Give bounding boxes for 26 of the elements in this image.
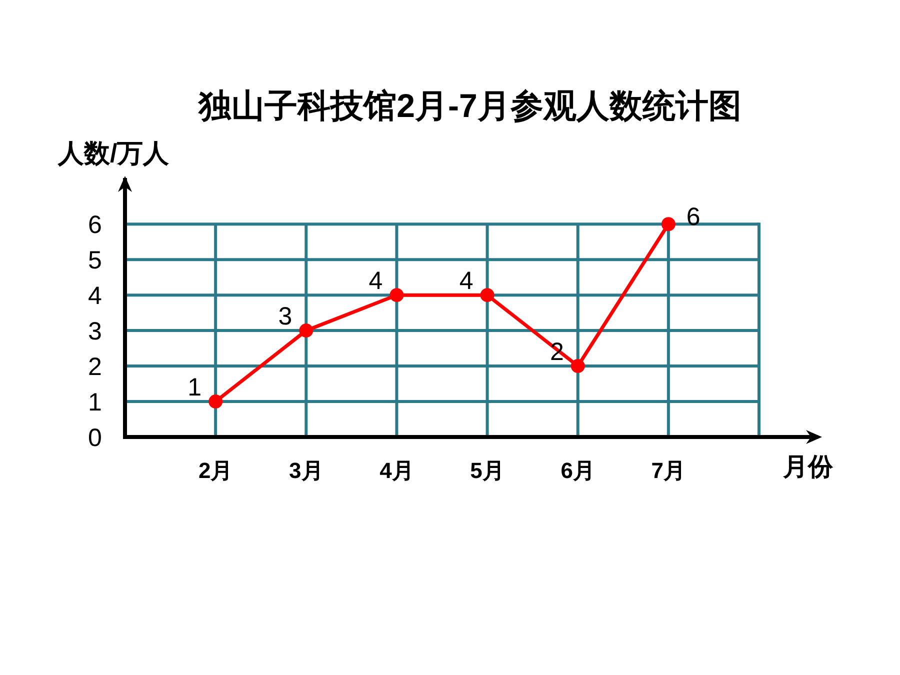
y-axis-title: 人数/万人 bbox=[57, 138, 170, 168]
y-tick-label: 2 bbox=[88, 353, 102, 382]
x-tick-label: 5月 bbox=[470, 458, 504, 483]
point bbox=[570, 359, 585, 374]
x-tick-label: 6月 bbox=[560, 458, 595, 483]
point bbox=[661, 217, 676, 232]
data-label: 4 bbox=[368, 267, 383, 296]
point bbox=[480, 288, 494, 302]
y-tick-label: 1 bbox=[88, 388, 102, 417]
y-tick-label: 3 bbox=[88, 318, 102, 346]
point bbox=[390, 288, 404, 302]
y-tick-label: 0 bbox=[88, 424, 102, 452]
y-tick-label: 6 bbox=[88, 211, 102, 240]
x-tick-label: 4月 bbox=[380, 458, 414, 483]
y-tick-label: 4 bbox=[88, 282, 102, 310]
data-label: 1 bbox=[188, 374, 202, 402]
y-tick-label: 5 bbox=[88, 246, 102, 275]
chart-title: 独山子科技馆2月-7月参观人数统计图 bbox=[198, 87, 742, 124]
point bbox=[208, 394, 223, 409]
point bbox=[299, 324, 314, 338]
x-tick-label: 3月 bbox=[289, 458, 324, 483]
data-label: 3 bbox=[278, 302, 292, 331]
x-tick-label: 7月 bbox=[651, 458, 686, 483]
x-axis-title: 月份 bbox=[782, 453, 834, 481]
x-tick-label: 2月 bbox=[198, 458, 233, 483]
data-label: 4 bbox=[459, 267, 474, 296]
